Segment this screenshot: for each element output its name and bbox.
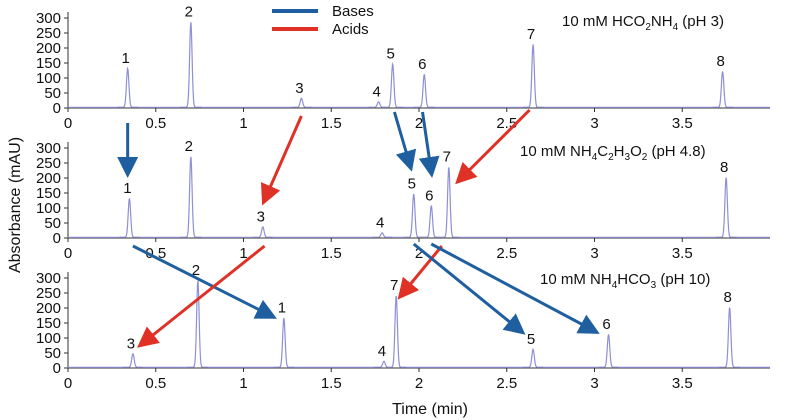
y-tick-label-ph3: 250 [36,25,61,42]
migration-arrow-acid [137,244,266,348]
x-tick-label-ph4-8: 2.5 [496,245,517,262]
y-tick-label-ph3: 0 [53,100,61,117]
peak-label-ph4-8: 8 [720,159,728,176]
x-tick-label-ph3: 0.5 [145,115,166,132]
peak-label-ph10: 4 [378,343,386,360]
peak-label-ph10: 2 [192,262,200,279]
y-tick-label-ph4-8: 150 [36,185,61,202]
y-tick-label-ph3: 150 [36,55,61,72]
x-tick-label-ph10: 1.5 [321,375,342,392]
peak-label-ph3: 6 [418,56,426,73]
legend: Bases Acids [272,3,374,38]
x-tick-label-ph10: 2.5 [496,375,517,392]
peak-label-ph10: 3 [127,336,135,353]
y-tick-label-ph10: 250 [36,285,61,302]
peak-label-ph3: 5 [387,46,395,63]
peak-label-ph3: 1 [121,50,129,67]
peak-label-ph4-8: 6 [425,188,433,205]
chromatogram-trace-ph4-8 [68,156,770,238]
peak-label-ph10: 1 [278,300,286,317]
peak-label-ph10: 5 [527,331,535,348]
peak-label-ph3: 4 [372,84,380,101]
x-tick-label-ph3: 0 [64,115,72,132]
y-tick-label-ph4-8: 250 [36,155,61,172]
y-tick-label-ph4-8: 200 [36,170,61,187]
peak-label-ph4-8: 4 [376,215,384,232]
chromatogram-trace-ph3 [68,22,770,108]
migration-arrow-base [132,244,277,319]
legend-bases-label: Bases [332,3,374,20]
y-tick-label-ph4-8: 100 [36,200,61,217]
migration-arrow-base [412,242,526,335]
y-tick-label-ph10: 150 [36,315,61,332]
x-tick-label-ph10: 1 [239,375,247,392]
peak-label-ph10: 8 [723,289,731,306]
y-tick-label-ph10: 100 [36,330,61,347]
x-axis-label: Time (min) [392,401,468,418]
migration-arrow-acid [455,108,531,185]
x-tick-label-ph3: 3.5 [672,115,693,132]
y-axis-label: Absorbance (mAU) [7,137,24,273]
x-tick-label-ph3: 1 [239,115,247,132]
condition-label-ph3: 10 mM HCO2NH4 (pH 3) [562,13,724,33]
x-tick-label-ph4-8: 0.5 [145,245,166,262]
migration-arrow-acid [260,115,303,206]
x-tick-label-ph10: 0.5 [145,375,166,392]
y-tick-label-ph3: 300 [36,10,61,27]
peak-label-ph3: 7 [527,26,535,43]
x-tick-label-ph4-8: 1.5 [321,245,342,262]
y-tick-label-ph10: 300 [36,270,61,287]
chromatogram-trace-ph10 [68,280,770,368]
peak-label-ph10: 6 [602,316,610,333]
x-tick-label-ph3: 3 [590,115,598,132]
peak-label-ph10: 7 [390,277,398,294]
peak-label-ph4-8: 7 [443,149,451,166]
peak-label-ph3: 3 [295,80,303,97]
y-tick-label-ph4-8: 50 [44,215,61,232]
x-tick-label-ph4-8: 3 [590,245,598,262]
x-tick-label-ph4-8: 0 [64,245,72,262]
x-tick-label-ph10: 3.5 [672,375,693,392]
peak-label-ph3: 2 [185,4,193,21]
migration-arrow-base [418,111,440,178]
x-tick-label-ph4-8: 1 [239,245,247,262]
y-tick-label-ph3: 100 [36,70,61,87]
condition-label-ph10: 10 mM NH4HCO3 (pH 10) [540,271,710,291]
migration-arrow-acid [397,245,443,300]
peak-label-ph4-8: 5 [408,176,416,193]
y-tick-label-ph10: 50 [44,345,61,362]
x-tick-label-ph10: 2 [415,375,423,392]
condition-label-ph4-8: 10 mM NH4C2H3O2 (pH 4.8) [520,143,706,163]
y-tick-label-ph3: 50 [44,85,61,102]
y-tick-label-ph4-8: 0 [53,230,61,247]
legend-acids-label: Acids [332,21,369,38]
x-tick-label-ph3: 1.5 [321,115,342,132]
y-tick-label-ph4-8: 300 [36,140,61,157]
migration-arrows [117,108,600,348]
peak-label-ph4-8: 2 [185,138,193,155]
x-tick-label-ph4-8: 3.5 [672,245,693,262]
x-tick-label-ph10: 3 [590,375,598,392]
y-tick-label-ph3: 200 [36,40,61,57]
y-tick-label-ph10: 0 [53,360,61,377]
y-tick-label-ph10: 200 [36,300,61,317]
x-tick-label-ph3: 2 [415,115,423,132]
peak-label-ph4-8: 3 [257,209,265,226]
migration-arrow-base [430,242,600,334]
x-tick-label-ph4-8: 2 [415,245,423,262]
x-tick-label-ph10: 0 [64,375,72,392]
peak-label-ph4-8: 1 [123,180,131,197]
migration-arrow-base [392,111,417,172]
peak-label-ph3: 8 [716,53,724,70]
